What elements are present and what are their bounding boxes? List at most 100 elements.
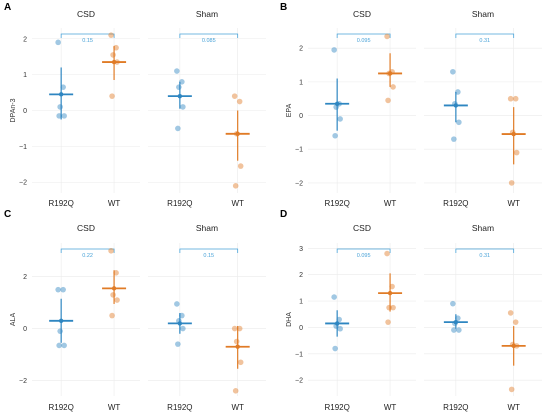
mean-point [177,321,183,326]
facet-title: Sham [196,223,218,233]
data-point [450,68,456,75]
mean-point [453,103,459,108]
panel-c: C ALA −2 0 2 CSD 0.22 R192Q WT Sham 0.15 R192Q WT [4,209,266,412]
y-tick-label: −2 [295,378,303,385]
data-point [55,286,61,293]
p-value-label: 0.31 [479,38,490,44]
facet-csd: CSD 0.22 R192Q WT [32,223,140,412]
data-point [384,250,390,257]
data-point [56,113,62,119]
y-tick-label: 2 [23,36,27,43]
data-point [336,316,342,323]
panel-letter: B [280,2,287,13]
y-axis-label: DPAn-3 [10,98,17,122]
significance-bracket [179,33,239,38]
facet-csd: CSD 0.095 R192Q WT [308,223,416,412]
data-point [176,84,182,90]
mean-point [334,321,340,326]
data-point [508,386,515,393]
x-tick-label: WT [507,403,520,412]
mean-point [235,131,240,137]
data-point [108,32,114,38]
facet-title: Sham [472,9,494,19]
mean-point [334,101,340,106]
y-tick-label: 1 [299,299,303,306]
data-point [57,104,63,110]
data-point [385,319,391,325]
significance-bracket [60,248,115,253]
panel-letter: A [4,2,11,13]
mean-point [235,344,240,349]
significance-bracket [179,248,239,253]
data-point [390,84,396,90]
panel-b: B EPA −2 −1 0 1 2 CSD 0.095 R192Q WT Sham 0.31 R192Q W… [280,2,542,208]
mean-point [58,92,64,97]
data-point [507,310,514,316]
data-point [233,338,240,345]
data-point [108,247,114,254]
p-value-label: 0.31 [479,253,490,259]
x-tick-label: R192Q [167,199,192,208]
significance-bracket [60,33,115,38]
data-point [179,79,185,85]
facet-title: CSD [353,9,371,19]
y-tick-label: 2 [299,272,303,279]
data-point [113,270,119,276]
panel-d: D DHA −2 −1 0 1 2 3 CSD 0.095 R192Q WT Sham 0.31 R192Q… [280,209,542,412]
p-value-label: 0.095 [357,253,371,259]
x-tick-label: R192Q [443,403,468,412]
data-point [174,301,180,307]
data-point [507,95,514,102]
mean-point [387,71,393,76]
panel-a: A DPAn-3 −2 −1 0 1 2 CSD 0.15 R192Q WT Sham 0.085 R19… [4,2,266,208]
panel-letter: D [280,209,287,220]
y-tick-label: 1 [23,72,27,79]
p-value-label: 0.085 [202,38,216,44]
x-tick-label: R192Q [48,403,73,412]
x-tick-label: R192Q [167,403,192,412]
facet-sham: Sham 0.31 R192Q WT [424,223,542,412]
significance-bracket [455,33,515,38]
data-point [110,52,116,58]
y-tick-label: 2 [23,274,27,281]
data-point [455,89,461,95]
data-point [337,116,343,122]
y-tick-label: 0 [299,325,303,332]
data-point [56,342,62,349]
data-point [513,149,520,156]
y-tick-label: 0 [23,108,27,115]
data-point [456,327,462,333]
x-tick-label: WT [108,199,121,208]
y-tick-label: 0 [23,326,27,333]
data-point [337,325,343,332]
data-point [385,97,391,104]
data-point [237,359,244,366]
data-point [455,315,461,321]
facet-csd: CSD 0.095 R192Q WT [308,9,416,208]
x-tick-label: WT [231,403,244,412]
facet-title: CSD [77,223,95,233]
data-point [332,345,338,352]
data-point [180,325,186,332]
data-point [61,342,67,349]
data-point [60,84,66,90]
x-tick-label: R192Q [324,199,349,208]
y-tick-label: −1 [295,351,303,358]
data-point [386,304,392,311]
data-point [231,93,238,99]
p-value-label: 0.15 [203,253,214,259]
significance-bracket [455,248,515,253]
facet-csd: CSD 0.15 R192Q WT [32,9,140,208]
mean-point [111,286,117,291]
x-tick-label: WT [507,199,520,208]
mean-point [111,59,117,65]
x-tick-label: WT [231,199,244,208]
data-point [113,44,119,51]
data-point [175,341,181,347]
data-point [231,325,238,332]
data-point [331,47,337,53]
data-point [110,292,116,298]
data-point [236,325,243,332]
x-tick-label: R192Q [324,403,349,412]
